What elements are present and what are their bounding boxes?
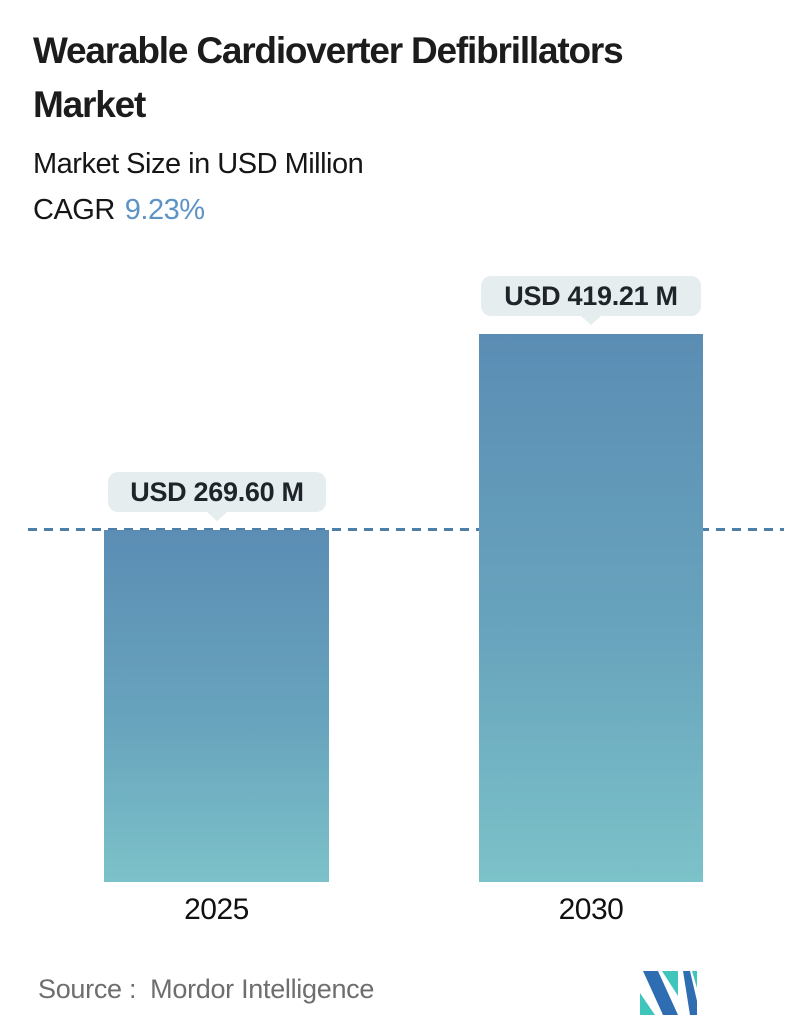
source-attribution: Source : Mordor Intelligence [38, 974, 374, 1005]
source-label: Source : [38, 974, 137, 1004]
page-title-line1: Wearable Cardioverter Defibrillators [33, 30, 624, 71]
value-callout-2025-label: USD 269.60 M [130, 476, 304, 507]
value-callout-2030: USD 419.21 M [481, 276, 701, 316]
chart-subtitle: Market Size in USD Million [33, 148, 364, 180]
page-title: Wearable Cardioverter Defibrillators Mar… [33, 24, 624, 132]
mordor-intelligence-logo [640, 971, 697, 1015]
cagr-label: CAGR [33, 194, 115, 226]
page-title-line2: Market [33, 84, 146, 125]
value-callout-2030-label: USD 419.21 M [504, 280, 678, 311]
chart-header: Wearable Cardioverter Defibrillators Mar… [33, 24, 624, 227]
bar-2030 [479, 334, 703, 882]
cagr-value: 9.23% [124, 194, 205, 226]
x-axis-label-2030: 2030 [558, 893, 624, 926]
value-callout-2025: USD 269.60 M [108, 472, 326, 512]
reference-dashed-line [28, 528, 784, 531]
cagr-row: CAGR 9.23% [33, 194, 622, 227]
source-value: Mordor Intelligence [150, 974, 375, 1004]
bar-2025 [104, 530, 329, 882]
x-axis-label-2025: 2025 [184, 893, 249, 926]
